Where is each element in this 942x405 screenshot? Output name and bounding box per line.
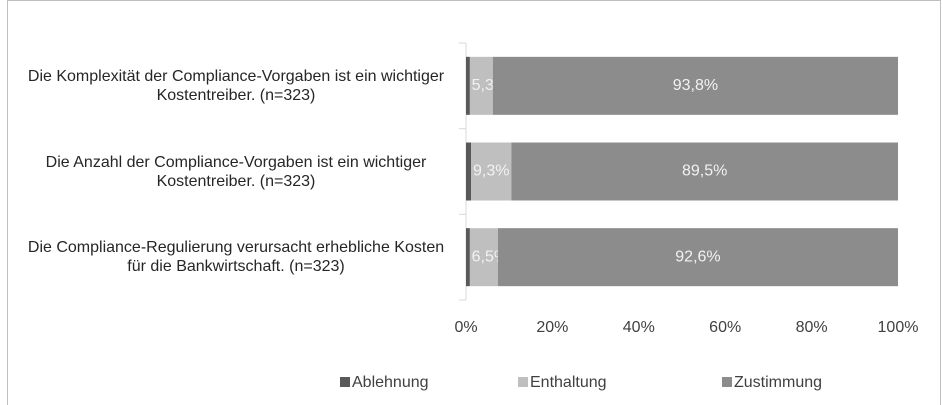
x-tick-label: 80% xyxy=(796,319,828,336)
legend-label: Zustimmung xyxy=(734,374,822,391)
x-tick-label: 100% xyxy=(878,319,919,336)
bar-segment xyxy=(469,56,493,115)
bar-segment xyxy=(511,142,898,201)
bar-segment xyxy=(466,56,470,115)
category-label: Die Compliance-Regulierung verursacht er… xyxy=(27,239,445,276)
legend-label: Enthaltung xyxy=(530,374,607,391)
data-label: 9,3% xyxy=(473,163,509,180)
bar-segment xyxy=(497,228,898,287)
legend-swatch xyxy=(722,377,732,387)
bar-segment xyxy=(471,142,512,201)
legend-swatch xyxy=(340,377,350,387)
bar-segment xyxy=(466,228,470,287)
x-tick-label: 0% xyxy=(454,319,477,336)
bar-segment xyxy=(466,142,472,201)
bar-segment xyxy=(469,228,498,287)
x-tick-label: 40% xyxy=(623,319,655,336)
category-label: Die Anzahl der Compliance-Vorgaben ist e… xyxy=(45,153,427,190)
category-label: Die Komplexität der Compliance-Vorgaben … xyxy=(27,67,445,104)
data-label: 92,6% xyxy=(675,248,720,265)
x-tick-label: 60% xyxy=(709,319,741,336)
chart-border xyxy=(7,0,941,405)
bar-segment xyxy=(492,56,898,115)
data-label: 93,8% xyxy=(673,77,718,94)
legend-label: Ablehnung xyxy=(352,374,429,391)
data-label: 89,5% xyxy=(682,163,727,180)
legend-swatch xyxy=(518,377,528,387)
x-tick-label: 20% xyxy=(536,319,568,336)
